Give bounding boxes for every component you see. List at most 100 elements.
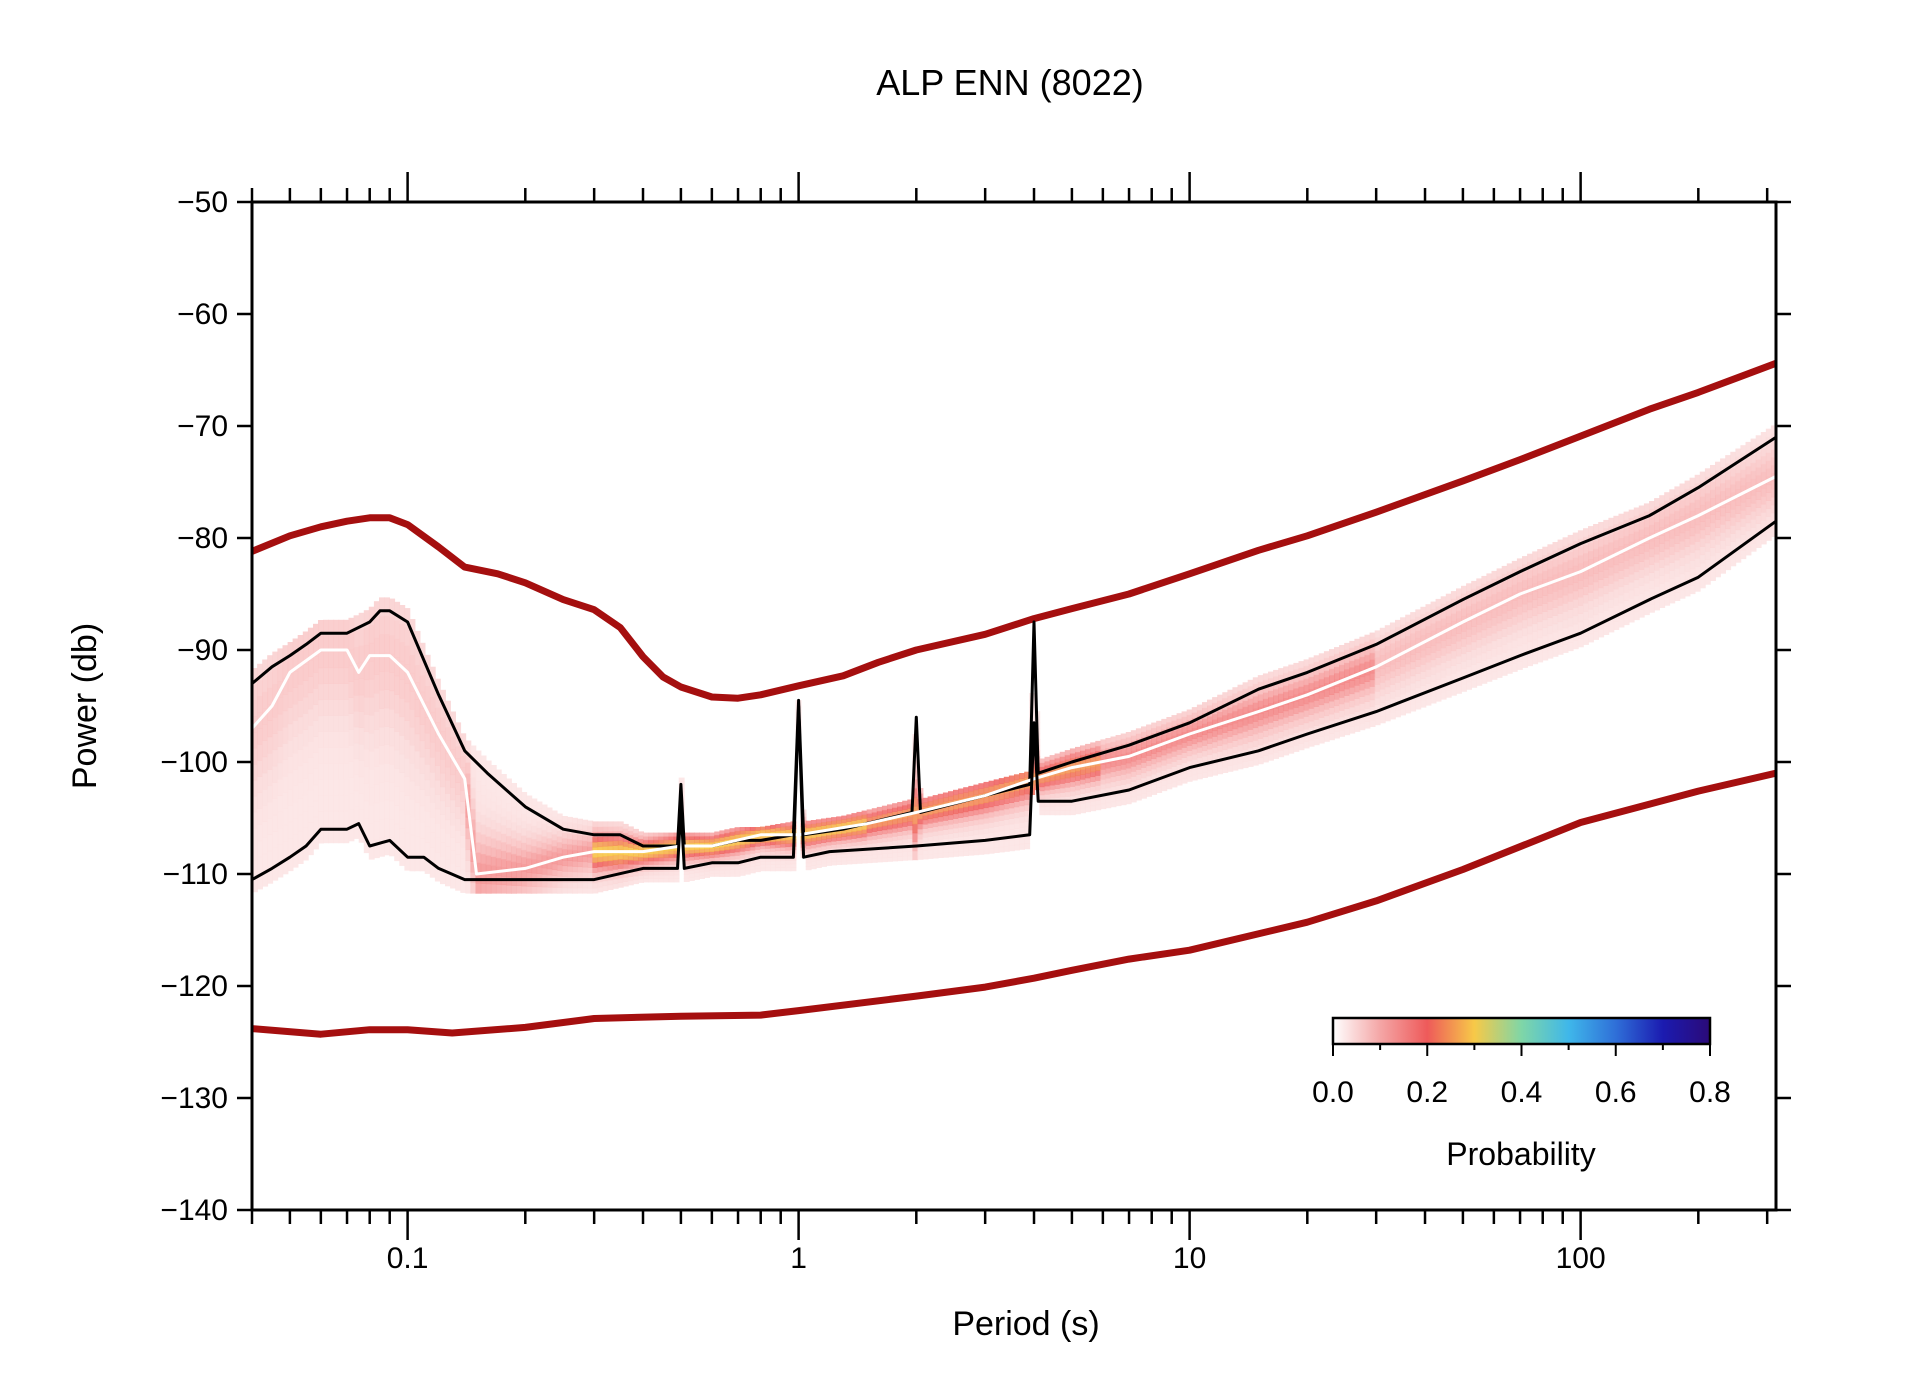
density-cell (257, 872, 263, 890)
density-cell (754, 842, 761, 847)
density-cell (1298, 724, 1305, 732)
density-cell (556, 864, 563, 871)
density-cell (907, 799, 914, 805)
density-cell (1384, 707, 1391, 715)
density-cell (450, 850, 456, 864)
density-cell (1313, 706, 1320, 714)
density-cell (1694, 557, 1701, 567)
density-cell (267, 834, 274, 852)
density-cell (282, 743, 289, 760)
density-cell (1207, 732, 1213, 739)
density-cell (1374, 630, 1381, 638)
density-cell (1649, 580, 1655, 589)
density-cell (1445, 615, 1452, 624)
density-cell (1395, 654, 1401, 662)
density-cell (1044, 810, 1051, 816)
density-cell (561, 882, 568, 889)
density-cell (338, 794, 345, 812)
density-cell (399, 846, 406, 866)
density-cell (597, 821, 604, 827)
density-cell (1522, 651, 1528, 660)
density-cell (455, 806, 462, 819)
density-cell (1679, 532, 1686, 542)
density-cell (1384, 666, 1391, 674)
density-cell (277, 811, 284, 829)
density-cell (760, 864, 766, 869)
density-cell (404, 795, 411, 815)
density-cell (1491, 586, 1498, 595)
density-cell (643, 846, 650, 851)
density-cell (1450, 643, 1457, 652)
density-cell (1715, 478, 1721, 487)
density-cell (1674, 576, 1681, 585)
density-cell (1400, 700, 1406, 709)
density-cell (1654, 569, 1660, 579)
density-cell (1364, 688, 1371, 696)
density-cell (272, 733, 279, 751)
density-cell (1674, 510, 1681, 520)
density-cell (1730, 541, 1737, 550)
density-cell (907, 834, 914, 839)
density-cell (394, 823, 401, 843)
density-cell (1435, 635, 1442, 644)
density-cell (1237, 702, 1244, 710)
density-cell (810, 861, 817, 866)
density-cell (937, 807, 944, 813)
density-cell (592, 841, 599, 848)
density-cell (1059, 796, 1066, 802)
density-cell (460, 824, 467, 837)
density-cell (353, 710, 360, 728)
colorbar-ticks: 0.0 0.2 0.4 0.6 0.8 (1312, 1044, 1731, 1109)
density-cell (1516, 613, 1523, 623)
density-cell (1166, 742, 1173, 749)
density-cell (948, 805, 954, 811)
density-cell (805, 824, 812, 829)
density-cell (516, 840, 523, 849)
density-cell (688, 846, 695, 851)
density-cell (526, 886, 533, 894)
density-cell (1161, 785, 1168, 792)
density-cell (363, 627, 370, 646)
density-cell (663, 857, 670, 862)
density-cell (1694, 508, 1701, 517)
density-cell (1384, 659, 1391, 667)
density-cell (683, 870, 690, 875)
density-cell (1598, 554, 1605, 564)
density-cell (1252, 740, 1259, 747)
density-cell (572, 882, 578, 889)
density-cell (1577, 613, 1584, 623)
density-cell (419, 805, 426, 823)
density-cell (414, 853, 421, 872)
density-cell (1227, 713, 1234, 720)
density-cell (1135, 753, 1142, 760)
density-cell (1420, 635, 1427, 644)
density-cell (1456, 588, 1462, 597)
density-cell (1344, 682, 1351, 690)
density-cell (887, 836, 893, 842)
density-cell (1486, 650, 1493, 659)
density-cell (297, 651, 304, 669)
density-cell (1633, 571, 1640, 581)
density-cell (612, 840, 619, 846)
density-cell (1577, 563, 1584, 573)
density-cell (465, 838, 472, 851)
density-cell (1532, 575, 1539, 584)
density-cell (658, 836, 665, 841)
density-cell (1059, 787, 1066, 793)
density-cell (1542, 570, 1549, 580)
density-cell (1318, 710, 1325, 718)
density-cell (1405, 677, 1412, 686)
density-cell (1354, 638, 1361, 646)
density-cell (998, 809, 1005, 816)
density-cell (440, 759, 446, 774)
density-cell (1171, 751, 1178, 757)
density-cell (1557, 539, 1564, 549)
density-cell (724, 836, 731, 840)
density-cell (1323, 721, 1330, 729)
density-cell (343, 619, 350, 637)
density-cell (673, 871, 680, 876)
density-cell (724, 849, 731, 854)
density-cell (531, 879, 538, 887)
density-cell (450, 761, 456, 776)
density-cell (1237, 690, 1244, 698)
